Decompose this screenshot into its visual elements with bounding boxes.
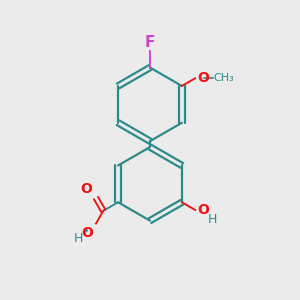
Text: O: O [82, 226, 94, 240]
Text: CH₃: CH₃ [214, 73, 234, 83]
Text: O: O [197, 203, 209, 217]
Text: H: H [208, 214, 217, 226]
Text: F: F [145, 35, 155, 50]
Text: O: O [81, 182, 92, 196]
Text: O: O [197, 71, 209, 85]
Text: H: H [73, 232, 83, 245]
